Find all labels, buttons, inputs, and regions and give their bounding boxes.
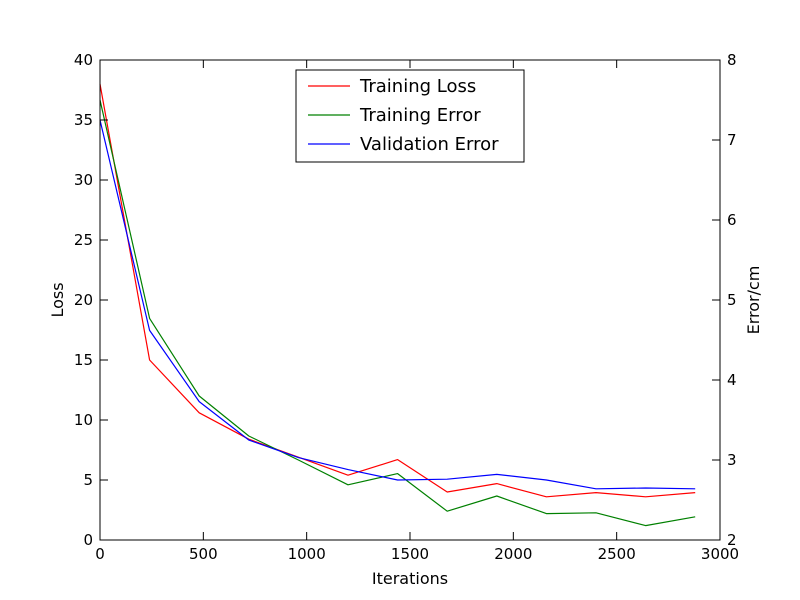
y2-tick-label: 5 [727, 291, 737, 309]
y2-tick-label: 3 [727, 451, 737, 469]
y-tick-label: 10 [74, 411, 93, 429]
x-tick-label: 2500 [598, 545, 636, 563]
y-tick-label: 30 [74, 171, 93, 189]
legend-label-training-error: Training Error [359, 105, 481, 126]
y2-tick-label: 2 [727, 531, 737, 549]
x-tick-label: 0 [95, 545, 105, 563]
legend-label-validation-error: Validation Error [360, 134, 499, 155]
y-tick-label: 40 [74, 51, 93, 69]
series-line-training-loss [99, 83, 696, 498]
series-line-validation-error [99, 119, 696, 490]
y-tick-label: 25 [74, 231, 93, 249]
y-tick-label: 0 [83, 531, 93, 549]
ticks: 0 500 1000 1500 2000 2500 30000510152025303540… [74, 51, 739, 563]
y2-tick-label: 8 [727, 51, 737, 69]
y-axis-label: Loss [48, 282, 67, 317]
legend-box [295, 69, 525, 163]
y2-axis-label: Error/cm [744, 266, 763, 335]
y-tick-label: 35 [74, 111, 93, 129]
legend: Training Loss Training Error Validation … [295, 69, 525, 163]
x-axis-label: Iterations [372, 569, 448, 588]
y2-tick-label: 6 [727, 211, 737, 229]
y-tick-label: 15 [74, 351, 93, 369]
legend-label-training-loss: Training Loss [359, 76, 476, 97]
series-line-training-error [99, 99, 696, 527]
y2-tick-label: 4 [727, 371, 737, 389]
x-tick-label: 1500 [391, 545, 429, 563]
x-tick-label: 1000 [288, 545, 326, 563]
x-tick-label: 2000 [494, 545, 532, 563]
y2-tick-label: 7 [727, 131, 737, 149]
series-lines [99, 83, 696, 527]
x-tick-label: 500 [189, 545, 218, 563]
x-tick-label: 3000 [701, 545, 739, 563]
y-tick-label: 5 [83, 471, 93, 489]
y-tick-label: 20 [74, 291, 93, 309]
